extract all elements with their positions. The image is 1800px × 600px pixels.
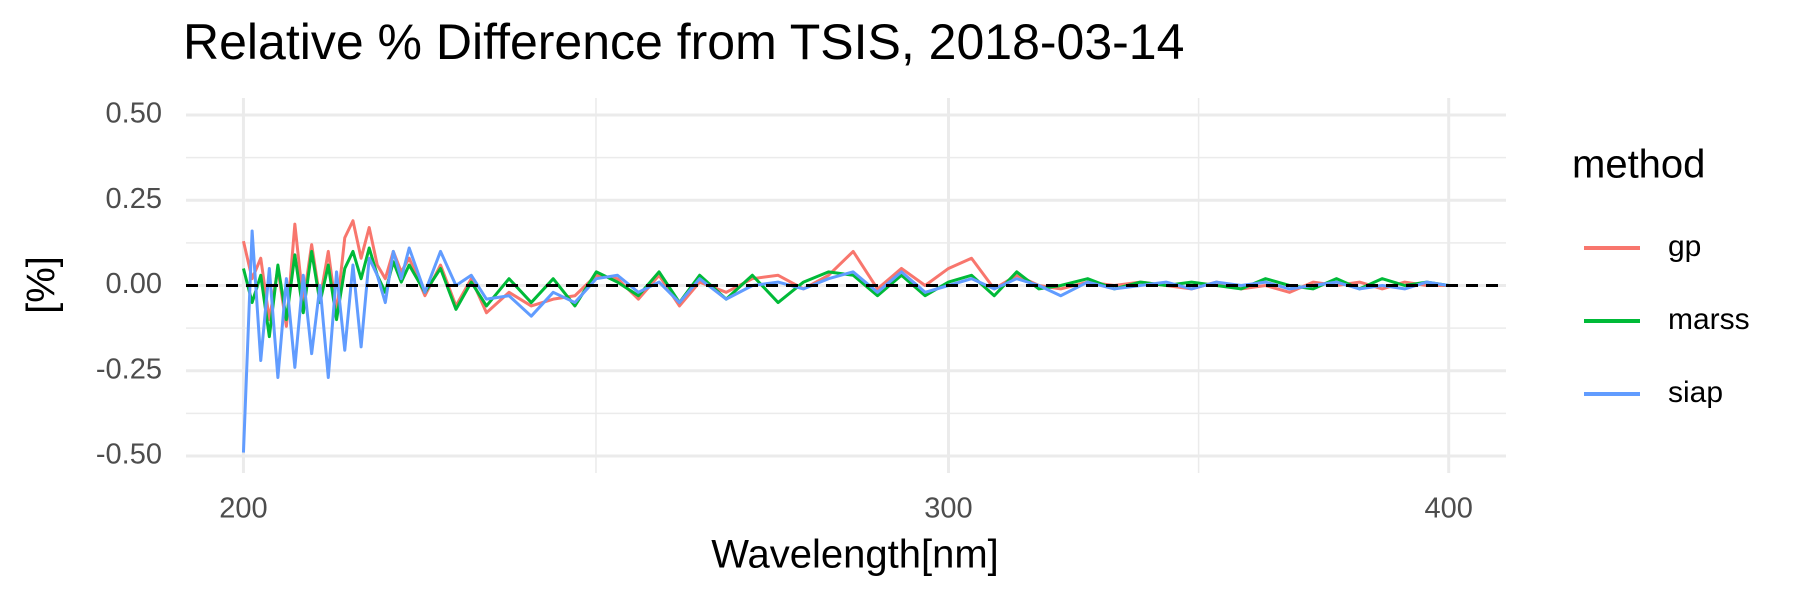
legend-label: gp — [1668, 230, 1701, 263]
series-line — [241, 229, 1449, 453]
y-tick-label: -0.50 — [96, 439, 162, 471]
y-tick-label: 0.25 — [106, 183, 162, 215]
x-axis-title: Wavelength[nm] — [711, 533, 999, 577]
chart-title: Relative % Difference from TSIS, 2018-03… — [183, 14, 1184, 70]
y-tick-label: 0.50 — [106, 98, 162, 130]
legend-label: marss — [1668, 303, 1750, 336]
y-tick-label: 0.00 — [106, 268, 162, 300]
y-tick-label: -0.25 — [96, 353, 162, 385]
legend-title: method — [1572, 143, 1705, 187]
series-line — [241, 246, 1449, 339]
legend-label: siap — [1668, 376, 1723, 409]
x-tick-label: 400 — [1425, 493, 1473, 525]
x-tick-label: 300 — [924, 493, 972, 525]
y-axis-title: [%] — [20, 256, 64, 314]
x-tick-label: 200 — [219, 493, 267, 525]
